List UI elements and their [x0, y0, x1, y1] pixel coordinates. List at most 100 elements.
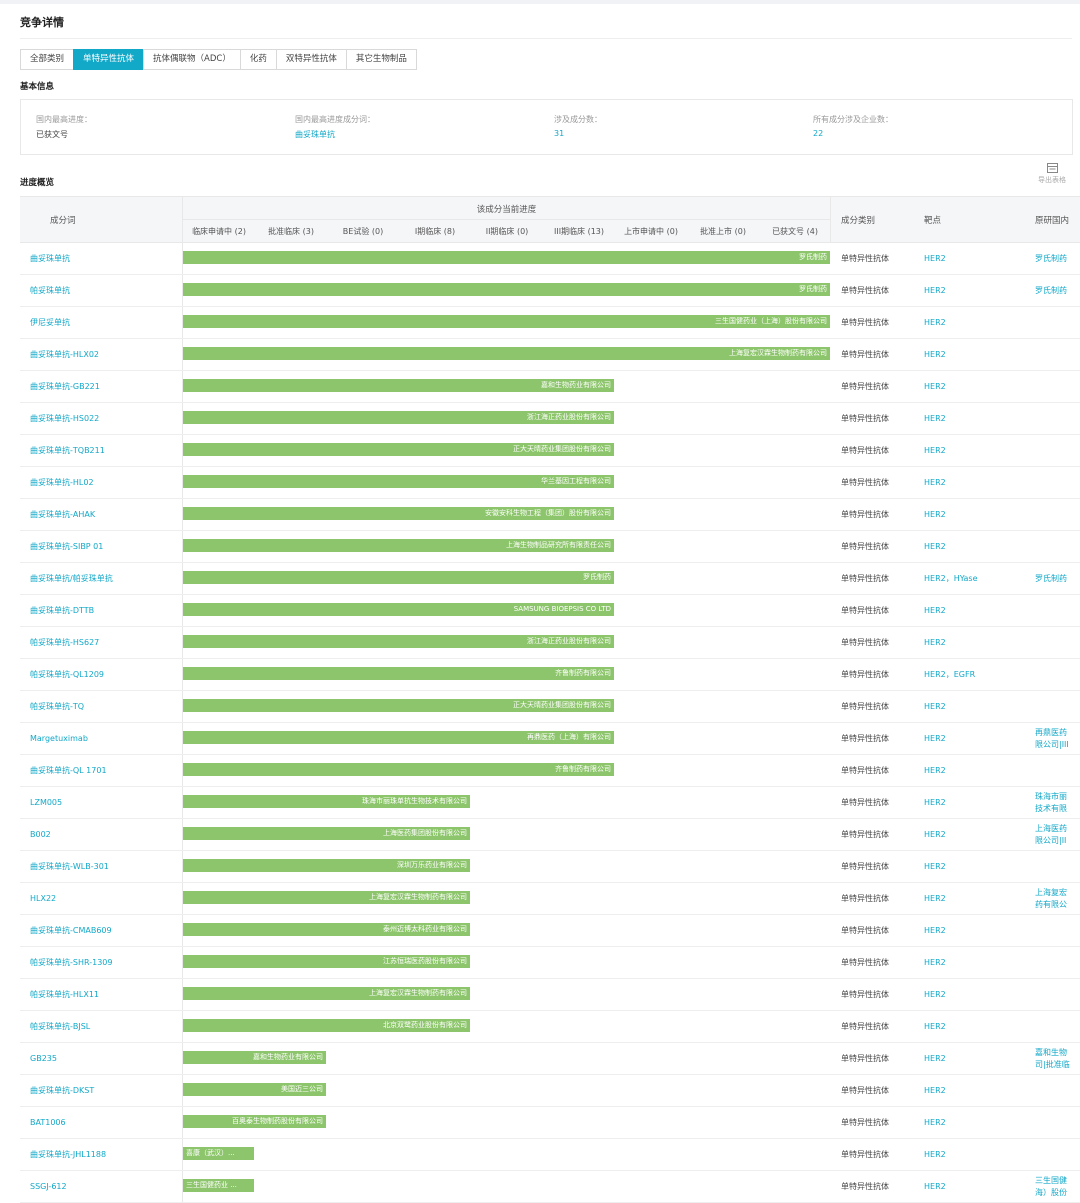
- target-link[interactable]: HER2: [924, 1086, 946, 1095]
- progress-bar[interactable]: 深圳万乐药业有限公司: [183, 859, 470, 872]
- ingredient-link[interactable]: 曲妥珠单抗-TQB211: [30, 446, 105, 455]
- ingredient-link[interactable]: GB235: [30, 1054, 57, 1063]
- target-link[interactable]: HER2: [924, 606, 946, 615]
- ingredient-link[interactable]: 曲妥珠单抗-JHL1188: [30, 1150, 107, 1159]
- target-link[interactable]: HER2: [924, 542, 946, 551]
- ingredient-link[interactable]: Margetuximab: [30, 734, 88, 743]
- ingredient-link[interactable]: BAT1006: [30, 1118, 66, 1127]
- original-company-link[interactable]: 上海医药 限公司|II: [1035, 823, 1067, 845]
- progress-bar[interactable]: 三生国健药业 ...: [183, 1179, 254, 1192]
- highest-progress-ingredient-link[interactable]: 曲妥珠单抗: [295, 130, 335, 139]
- target-link[interactable]: HER2: [924, 766, 946, 775]
- ingredient-link[interactable]: 帕妥珠单抗-QL1209: [30, 670, 104, 679]
- ingredient-link[interactable]: 曲妥珠单抗/帕妥珠单抗: [30, 574, 113, 583]
- ingredient-link[interactable]: 曲妥珠单抗-HL02: [30, 478, 94, 487]
- progress-bar[interactable]: 嘉和生物药业有限公司: [183, 1051, 326, 1064]
- export-table-button[interactable]: 导出表格: [1032, 163, 1072, 185]
- target-link[interactable]: HER2: [924, 254, 946, 263]
- tab-monospecific-antibody[interactable]: 单特异性抗体: [73, 49, 145, 70]
- original-company-link[interactable]: 罗氏制药: [1035, 253, 1067, 263]
- target-link[interactable]: HER2: [924, 830, 946, 839]
- target-link[interactable]: HER2: [924, 702, 946, 711]
- tab-bispecific-antibody[interactable]: 双特异性抗体: [275, 49, 347, 70]
- progress-bar[interactable]: 上海复宏汉霖生物制药有限公司: [183, 891, 470, 904]
- original-company-link[interactable]: 珠海市丽 技术有限: [1035, 791, 1067, 813]
- progress-bar[interactable]: 浙江海正药业股份有限公司: [183, 411, 614, 424]
- ingredient-link[interactable]: LZM005: [30, 798, 63, 807]
- target-link[interactable]: HER2，HYase: [924, 574, 978, 583]
- target-link[interactable]: HER2: [924, 798, 946, 807]
- progress-bar[interactable]: 上海生物制品研究所有限责任公司: [183, 539, 614, 552]
- target-link[interactable]: HER2: [924, 478, 946, 487]
- tab-all[interactable]: 全部类别: [20, 49, 75, 70]
- original-company-link[interactable]: 罗氏制药: [1035, 285, 1067, 295]
- progress-bar[interactable]: 美国迈三公司: [183, 1083, 326, 1096]
- original-company-link[interactable]: 嘉和生物 司|批准临: [1035, 1047, 1070, 1069]
- progress-bar[interactable]: 江苏恒瑞医药股份有限公司: [183, 955, 470, 968]
- progress-bar[interactable]: 罗氏制药: [183, 571, 614, 584]
- progress-bar[interactable]: 罗氏制药: [183, 283, 830, 296]
- original-company-link[interactable]: 上海复宏 药有限公: [1035, 887, 1067, 909]
- original-company-link[interactable]: 三生国健 海）股份: [1035, 1175, 1067, 1197]
- ingredient-link[interactable]: 曲妥珠单抗-HS022: [30, 414, 100, 423]
- progress-bar[interactable]: 安徽安科生物工程（集团）股份有限公司: [183, 507, 614, 520]
- ingredient-link[interactable]: 曲妥珠单抗-DKST: [30, 1086, 95, 1095]
- progress-bar[interactable]: 上海复宏汉霖生物制药有限公司: [183, 987, 470, 1000]
- progress-bar[interactable]: 百奥泰生物制药股份有限公司: [183, 1115, 326, 1128]
- tab-chemical-drug[interactable]: 化药: [239, 49, 277, 70]
- target-link[interactable]: HER2: [924, 1150, 946, 1159]
- progress-bar[interactable]: 上海复宏汉霖生物制药有限公司: [183, 347, 830, 360]
- original-company-link[interactable]: 再鼎医药 限公司|III: [1035, 727, 1069, 749]
- ingredient-link[interactable]: 曲妥珠单抗: [30, 254, 70, 263]
- ingredient-link[interactable]: 曲妥珠单抗-WLB-301: [30, 862, 109, 871]
- target-link[interactable]: HER2: [924, 318, 946, 327]
- ingredient-count-link[interactable]: 31: [554, 129, 565, 138]
- progress-bar[interactable]: 泰州迈博太科药业有限公司: [183, 923, 470, 936]
- progress-bar[interactable]: 北京双鹭药业股份有限公司: [183, 1019, 470, 1032]
- ingredient-link[interactable]: 帕妥珠单抗-HS627: [30, 638, 100, 647]
- target-link[interactable]: HER2: [924, 1022, 946, 1031]
- target-link[interactable]: HER2: [924, 734, 946, 743]
- progress-bar[interactable]: 罗氏制药: [183, 251, 830, 264]
- target-link[interactable]: HER2: [924, 382, 946, 391]
- progress-bar[interactable]: 正大天晴药业集团股份有限公司: [183, 443, 614, 456]
- tab-other-biologics[interactable]: 其它生物制品: [345, 49, 417, 70]
- tab-adc[interactable]: 抗体偶联物（ADC）: [143, 49, 241, 70]
- target-link[interactable]: HER2: [924, 414, 946, 423]
- target-link[interactable]: HER2: [924, 894, 946, 903]
- target-link[interactable]: HER2: [924, 926, 946, 935]
- ingredient-link[interactable]: 曲妥珠单抗-QL 1701: [30, 766, 107, 775]
- ingredient-link[interactable]: B002: [30, 830, 51, 839]
- target-link[interactable]: HER2: [924, 510, 946, 519]
- ingredient-link[interactable]: 曲妥珠单抗-CMAB609: [30, 926, 112, 935]
- company-count-link[interactable]: 22: [813, 129, 824, 138]
- target-link[interactable]: HER2: [924, 350, 946, 359]
- ingredient-link[interactable]: 曲妥珠单抗-SIBP 01: [30, 542, 104, 551]
- ingredient-link[interactable]: 帕妥珠单抗-HLX11: [30, 990, 100, 999]
- ingredient-link[interactable]: SSGJ-612: [30, 1182, 67, 1191]
- progress-bar[interactable]: 齐鲁制药有限公司: [183, 667, 614, 680]
- progress-bar[interactable]: 浙江海正药业股份有限公司: [183, 635, 614, 648]
- progress-bar[interactable]: 再鼎医药（上海）有限公司: [183, 731, 614, 744]
- target-link[interactable]: HER2: [924, 638, 946, 647]
- target-link[interactable]: HER2: [924, 990, 946, 999]
- ingredient-link[interactable]: 帕妥珠单抗: [30, 286, 70, 295]
- progress-bar[interactable]: 正大天晴药业集团股份有限公司: [183, 699, 614, 712]
- ingredient-link[interactable]: 帕妥珠单抗-BJSL: [30, 1022, 91, 1031]
- target-link[interactable]: HER2: [924, 286, 946, 295]
- progress-bar[interactable]: 三生国健药业（上海）股份有限公司: [183, 315, 830, 328]
- progress-bar[interactable]: 齐鲁制药有限公司: [183, 763, 614, 776]
- original-company-link[interactable]: 罗氏制药: [1035, 573, 1067, 583]
- ingredient-link[interactable]: 曲妥珠单抗-HLX02: [30, 350, 100, 359]
- ingredient-link[interactable]: 曲妥珠单抗-GB221: [30, 382, 100, 391]
- target-link[interactable]: HER2: [924, 958, 946, 967]
- ingredient-link[interactable]: 曲妥珠单抗-DTTB: [30, 606, 95, 615]
- target-link[interactable]: HER2: [924, 446, 946, 455]
- target-link[interactable]: HER2: [924, 1182, 946, 1191]
- progress-bar[interactable]: SAMSUNG BIOEPSIS CO LTD: [183, 603, 614, 616]
- progress-bar[interactable]: 喜康（武汉）...: [183, 1147, 254, 1160]
- ingredient-link[interactable]: 帕妥珠单抗-SHR-1309: [30, 958, 113, 967]
- progress-bar[interactable]: 珠海市丽珠单抗生物技术有限公司: [183, 795, 470, 808]
- target-link[interactable]: HER2: [924, 1054, 946, 1063]
- target-link[interactable]: HER2: [924, 1118, 946, 1127]
